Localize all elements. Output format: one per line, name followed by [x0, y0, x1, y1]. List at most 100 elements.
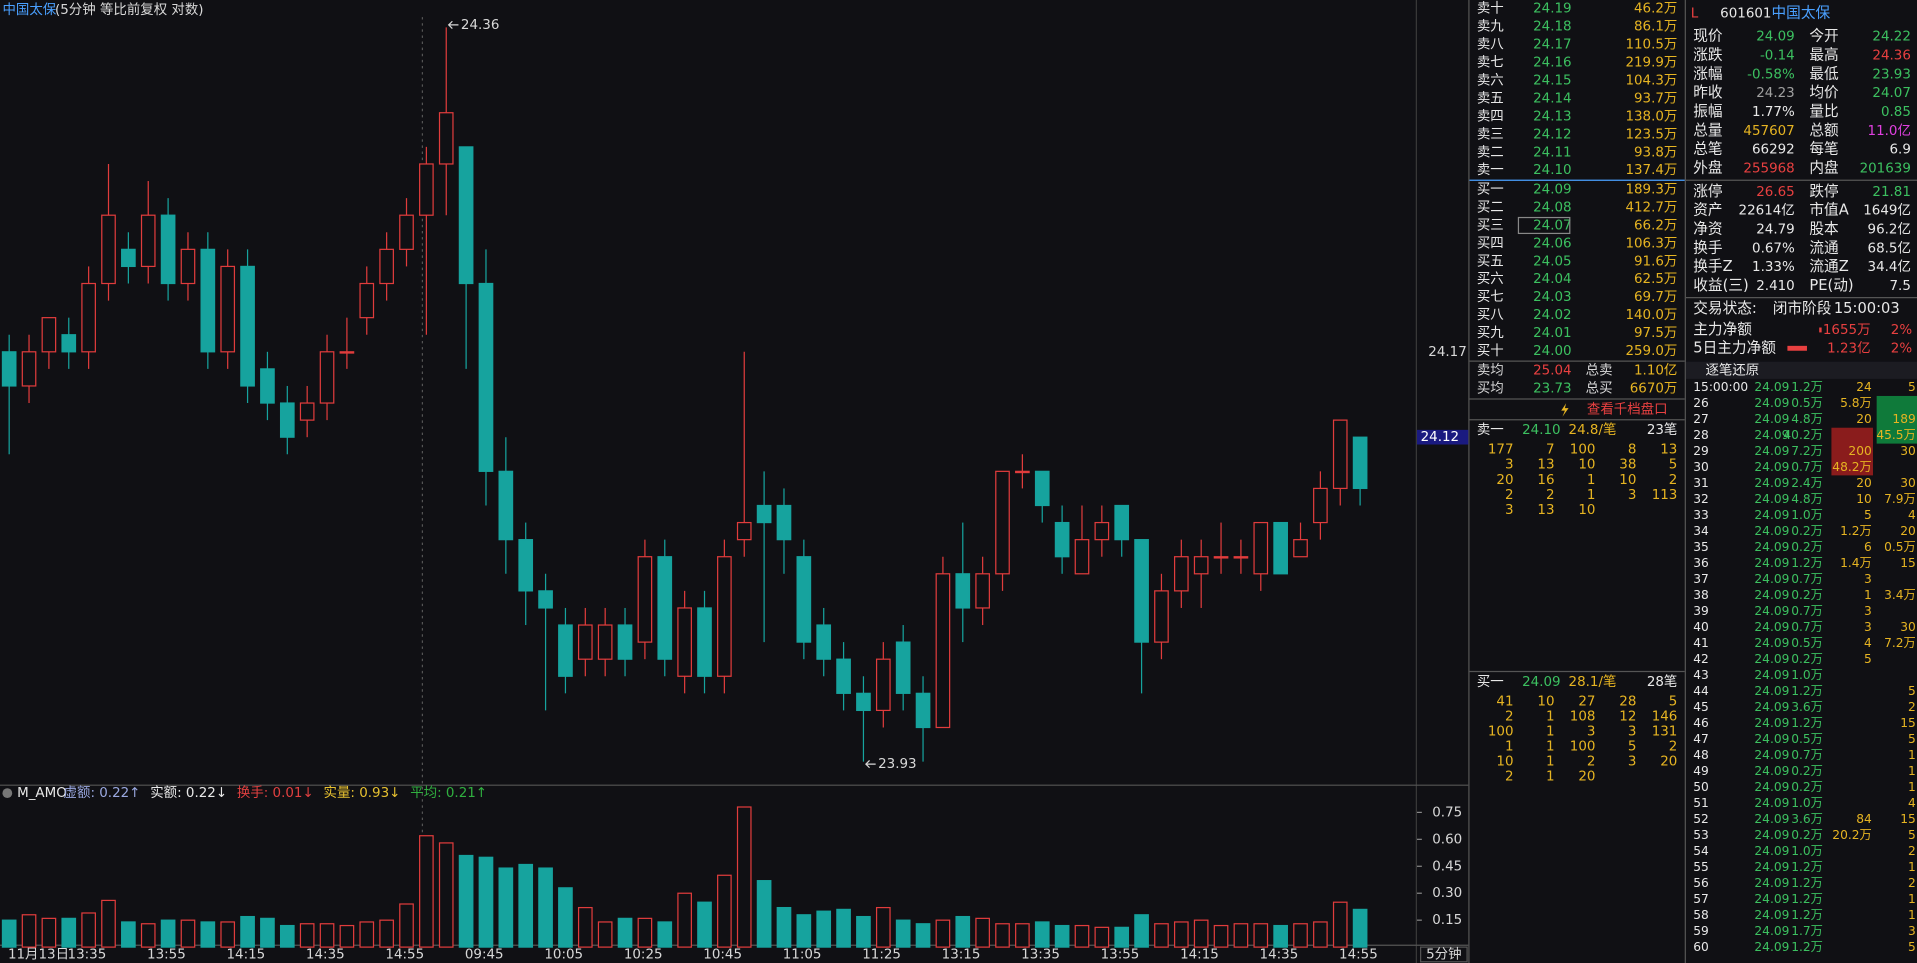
queue-cell: 1 — [1546, 770, 1555, 785]
tick-time: 53 — [1693, 828, 1709, 842]
tick-time: 30 — [1693, 460, 1709, 474]
book-label: 买二 — [1477, 199, 1504, 215]
volume-bar — [61, 917, 77, 948]
volume-bar — [299, 923, 315, 948]
tick-price: 24.09 — [1754, 732, 1789, 746]
tick-price: 24.09 — [1754, 620, 1789, 634]
tick-price: 24.09 — [1754, 396, 1789, 410]
x-tick-label: 13:35 — [68, 947, 107, 962]
queue-b: 5 — [1908, 684, 1916, 698]
queue-cell: 2 — [1505, 710, 1514, 725]
book-price: 24.16 — [1533, 55, 1571, 70]
period-box[interactable] — [1420, 946, 1468, 963]
volume-bar — [121, 921, 136, 948]
queue-cell: 10 — [1578, 458, 1595, 473]
depth-link[interactable]: 查看千档盘口 — [1587, 400, 1668, 417]
status-value: 闭市阶段 — [1773, 300, 1832, 317]
volume-bar — [1074, 924, 1090, 948]
period[interactable]: 5分钟 — [1426, 945, 1461, 962]
tick-price: 24.09 — [1754, 556, 1789, 570]
tick-volume: 1.0万 — [1791, 796, 1823, 810]
book-price: 24.13 — [1533, 109, 1571, 124]
flow-value: 1655万 — [1823, 323, 1871, 338]
queue-b: 4 — [1908, 508, 1916, 522]
quote-label: 净资 — [1693, 221, 1722, 238]
legend-entry: 实量: 0.93↓ — [324, 785, 401, 801]
volume-bar — [101, 899, 116, 948]
x-tick-label: 11:05 — [783, 947, 822, 962]
quote-label: 最高 — [1809, 46, 1838, 63]
tick-volume: 0.2万 — [1791, 828, 1823, 842]
book-price: 24.00 — [1533, 344, 1571, 359]
tick-time: 34 — [1693, 524, 1709, 538]
queue-a: 1.2万 — [1840, 524, 1872, 538]
tick-price: 24.09 — [1754, 572, 1789, 586]
chart-info[interactable]: (5分钟 等比前复权 对数) — [55, 1, 204, 18]
summary-value: 23.73 — [1533, 382, 1571, 397]
book-label: 卖九 — [1477, 19, 1504, 35]
quote-value: 24.36 — [1872, 48, 1910, 63]
queue-a: 24 — [1856, 380, 1872, 394]
tick-volume: 1.2万 — [1791, 892, 1823, 906]
tick-time: 28 — [1693, 428, 1709, 442]
quote-value: 66292 — [1752, 143, 1795, 158]
queue-a: 6 — [1864, 540, 1872, 554]
tick-time: 55 — [1693, 860, 1709, 874]
tick-price: 24.09 — [1754, 908, 1789, 922]
volume-bar — [796, 914, 812, 948]
tick-volume: 7.2万 — [1791, 444, 1823, 458]
candle-body — [577, 624, 593, 660]
quote-value: 6.9 — [1890, 143, 1911, 158]
candle-body — [1193, 556, 1209, 575]
queue-cell: 10 — [1619, 473, 1636, 488]
volume-bar — [975, 917, 990, 948]
queue-cell: 8 — [1628, 443, 1637, 458]
volume-bar — [1313, 921, 1328, 948]
candle-body — [1233, 556, 1249, 559]
queue-cell: 3 — [1628, 755, 1637, 770]
volume-bar — [498, 867, 514, 948]
tick-volume: 0.7万 — [1791, 572, 1823, 586]
candle-body — [279, 402, 295, 438]
quote-label: 资产 — [1693, 202, 1722, 219]
candle-body — [101, 214, 116, 285]
volume-bar — [995, 923, 1010, 948]
book-label: 买十 — [1477, 343, 1504, 359]
queue-b: 20 — [1900, 524, 1916, 538]
volume-bar — [200, 921, 216, 948]
queue-a: 1 — [1864, 588, 1872, 602]
quote-value: 24.79 — [1756, 223, 1794, 238]
book-price: 24.11 — [1533, 145, 1571, 160]
volume-bar — [379, 919, 394, 948]
tick-price: 24.09 — [1754, 764, 1789, 778]
x-tick-label: 14:55 — [1339, 947, 1378, 962]
candle-body — [1313, 487, 1328, 524]
candle-body — [1034, 470, 1050, 507]
candle-body — [21, 351, 37, 387]
tick-volume: 3.6万 — [1791, 812, 1823, 826]
book-label: 买一 — [1477, 181, 1504, 197]
book-price: 24.18 — [1533, 20, 1571, 35]
queue-cell: 20 — [1496, 473, 1513, 488]
candle-body — [1352, 436, 1368, 490]
book-price: 24.15 — [1533, 73, 1571, 88]
queue-label: 卖一 — [1477, 422, 1504, 438]
tick-volume: 1.2万 — [1791, 556, 1823, 570]
tick-volume: 1.2万 — [1791, 876, 1823, 890]
queue-a: 5 — [1864, 652, 1872, 666]
quote-label: 流通 — [1809, 239, 1839, 256]
book-volume: 138.0万 — [1625, 109, 1677, 124]
quote-value: 1.33% — [1752, 260, 1795, 275]
tick-price: 24.09 — [1754, 796, 1789, 810]
queue-cell: 12 — [1619, 710, 1636, 725]
candle-body — [299, 402, 315, 421]
tick-price: 24.09 — [1754, 492, 1789, 506]
book-price: 24.06 — [1533, 236, 1571, 251]
tick-time: 26 — [1693, 396, 1709, 410]
volume-bar — [458, 854, 474, 948]
volume-bar — [1233, 923, 1249, 948]
tick-volume: 0.2万 — [1791, 780, 1823, 794]
candle-body — [1094, 521, 1110, 541]
tick-time: 51 — [1693, 796, 1709, 810]
queue-cell: 20 — [1660, 755, 1677, 770]
